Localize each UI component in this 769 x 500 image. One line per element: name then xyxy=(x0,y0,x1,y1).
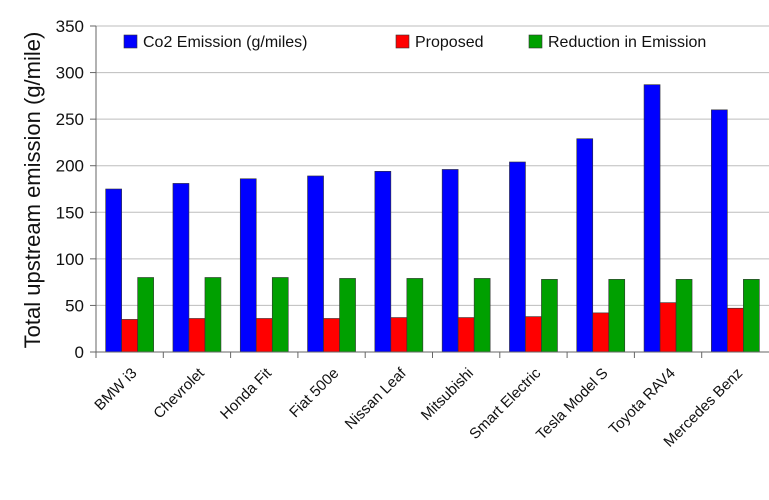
y-tick-label: 0 xyxy=(75,343,84,362)
labels: 0 50 100 150 200 250 300 350 BMW i3 Chevrolet Hond… xyxy=(56,17,747,451)
x-category-label: Mitsubishi xyxy=(418,365,477,424)
y-tick-label: 200 xyxy=(56,157,84,176)
bar-reduction-in-emission-fiat-500e xyxy=(339,278,356,353)
bars xyxy=(105,84,760,353)
x-category-label: Tesla Model S xyxy=(533,365,612,444)
y-tick-label: 300 xyxy=(56,64,84,83)
y-axis-title: Total upstream emission (g/mile) xyxy=(20,32,45,349)
bar-proposed-bmw-i3 xyxy=(121,319,138,353)
y-tick-label: 50 xyxy=(65,296,84,315)
bar-proposed-fiat-500e xyxy=(323,318,340,353)
bar-co2-emission-g-miles-toyota-rav4 xyxy=(643,84,661,353)
bar-proposed-mitsubishi xyxy=(457,317,475,353)
y-tick-label: 100 xyxy=(56,250,84,269)
x-category-label: Fiat 500e xyxy=(286,365,342,421)
bar-proposed-toyota-rav4 xyxy=(659,302,677,353)
bar-proposed-smart-electric xyxy=(525,316,542,353)
y-tick-label: 150 xyxy=(56,203,84,222)
legend-label: Reduction in Emission xyxy=(548,34,706,51)
bar-reduction-in-emission-tesla-model-s xyxy=(608,279,626,353)
x-category-label: Nissan Leaf xyxy=(342,364,411,433)
bar-co2-emission-g-miles-honda-fit xyxy=(239,178,257,353)
x-category-label: Toyota RAV4 xyxy=(606,365,679,438)
bar-reduction-in-emission-toyota-rav4 xyxy=(675,279,693,353)
bar-proposed-tesla-model-s xyxy=(592,312,610,353)
legend-label: Co2 Emission (g/miles) xyxy=(143,34,307,51)
gridlines xyxy=(96,25,769,306)
bar-reduction-in-emission-nissan-leaf xyxy=(406,278,424,353)
axes xyxy=(90,25,769,358)
y-tick-label: 250 xyxy=(56,110,84,129)
bar-co2-emission-g-miles-mitsubishi xyxy=(441,169,459,353)
legend-label: Proposed xyxy=(415,34,484,51)
x-category-label: Chevrolet xyxy=(150,364,208,422)
legend-swatch xyxy=(528,34,543,49)
bar-co2-emission-g-miles-chevrolet xyxy=(172,183,190,353)
bar-proposed-honda-fit xyxy=(255,318,273,353)
legend-swatch xyxy=(395,34,410,49)
bar-co2-emission-g-miles-nissan-leaf xyxy=(374,171,392,353)
bar-co2-emission-g-miles-tesla-model-s xyxy=(576,138,594,353)
bar-co2-emission-g-miles-fiat-500e xyxy=(307,175,324,353)
bar-proposed-mercedes-benz xyxy=(727,307,744,353)
bar-co2-emission-g-miles-mercedes-benz xyxy=(711,109,728,353)
legend-swatch xyxy=(123,34,138,49)
bar-reduction-in-emission-bmw-i3 xyxy=(137,277,154,353)
bar-proposed-nissan-leaf xyxy=(390,317,408,353)
bar-reduction-in-emission-mitsubishi xyxy=(473,278,491,353)
bar-reduction-in-emission-chevrolet xyxy=(204,277,222,353)
x-category-label: BMW i3 xyxy=(91,365,140,414)
bar-reduction-in-emission-mercedes-benz xyxy=(743,279,760,353)
legend: Co2 Emission (g/miles) Proposed Reduction … xyxy=(123,34,706,51)
y-tick-label: 350 xyxy=(56,17,84,36)
bar-reduction-in-emission-smart-electric xyxy=(541,279,558,353)
bar-proposed-chevrolet xyxy=(188,318,206,353)
x-category-label: Honda Fit xyxy=(217,364,276,423)
bar-co2-emission-g-miles-smart-electric xyxy=(509,161,526,353)
bar-co2-emission-g-miles-bmw-i3 xyxy=(105,188,122,353)
bar-reduction-in-emission-honda-fit xyxy=(271,277,289,353)
